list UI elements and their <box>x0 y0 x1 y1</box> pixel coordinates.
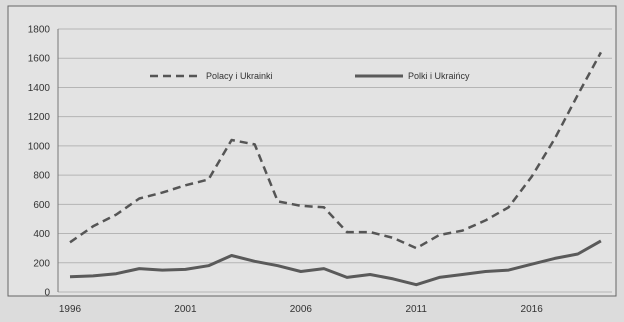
series-line-1 <box>69 239 602 287</box>
y-tick-label: 200 <box>33 258 50 269</box>
x-tick-label: 1996 <box>59 304 82 315</box>
y-tick-label: 800 <box>33 171 50 182</box>
plot-border <box>7 5 617 297</box>
legend-label: Polacy i Ukrainki <box>206 71 273 81</box>
y-tick-label: 1400 <box>28 83 51 94</box>
x-tick-label: 2011 <box>405 304 427 315</box>
y-tick-label: 400 <box>33 229 50 240</box>
legend-label: Polki i Ukraińcy <box>408 71 470 81</box>
y-tick-label: 1800 <box>28 25 51 36</box>
x-tick-label: 2001 <box>174 304 197 315</box>
y-tick-label: 600 <box>33 200 50 211</box>
y-tick-label: 1200 <box>28 112 51 123</box>
y-tick-label: 0 <box>44 288 50 299</box>
x-tick-label: 2016 <box>521 304 544 315</box>
x-tick-label: 2006 <box>290 304 313 315</box>
y-tick-label: 1000 <box>28 141 51 152</box>
y-tick-label: 1600 <box>28 54 51 65</box>
